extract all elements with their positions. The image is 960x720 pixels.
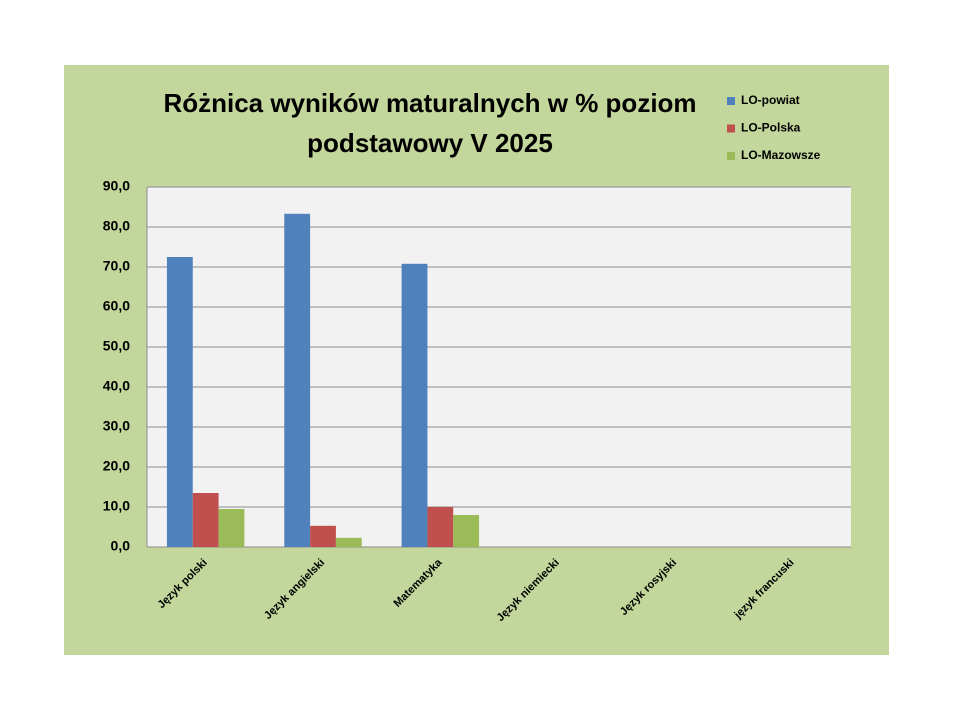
legend-swatch — [727, 124, 735, 133]
legend-label: LO-powiat — [741, 93, 800, 107]
legend-swatch — [727, 97, 735, 105]
bar — [218, 509, 245, 547]
bar — [310, 525, 336, 547]
bar — [401, 263, 428, 547]
bar — [166, 257, 193, 547]
y-tick-label: 70,0 — [103, 258, 130, 274]
bar — [453, 515, 480, 547]
legend-swatch — [727, 152, 735, 160]
y-tick-label: 80,0 — [103, 218, 130, 234]
chart-title: Różnica wyników maturalnych w % poziom — [163, 88, 696, 118]
chart-title: podstawowy V 2025 — [307, 128, 553, 158]
legend-label: LO-Mazowsze — [741, 148, 821, 162]
y-tick-label: 0,0 — [111, 538, 131, 554]
bar — [335, 537, 362, 547]
y-tick-label: 40,0 — [103, 378, 130, 394]
bar — [192, 493, 219, 547]
y-tick-label: 30,0 — [103, 418, 130, 434]
y-tick-label: 60,0 — [103, 298, 130, 314]
plot-area — [147, 187, 851, 547]
y-tick-label: 90,0 — [103, 178, 130, 194]
legend-label: LO-Polska — [741, 121, 801, 135]
bar — [427, 507, 454, 547]
y-tick-label: 10,0 — [103, 498, 130, 514]
y-tick-label: 20,0 — [103, 458, 130, 474]
y-tick-label: 50,0 — [103, 338, 130, 354]
bar — [284, 213, 311, 548]
